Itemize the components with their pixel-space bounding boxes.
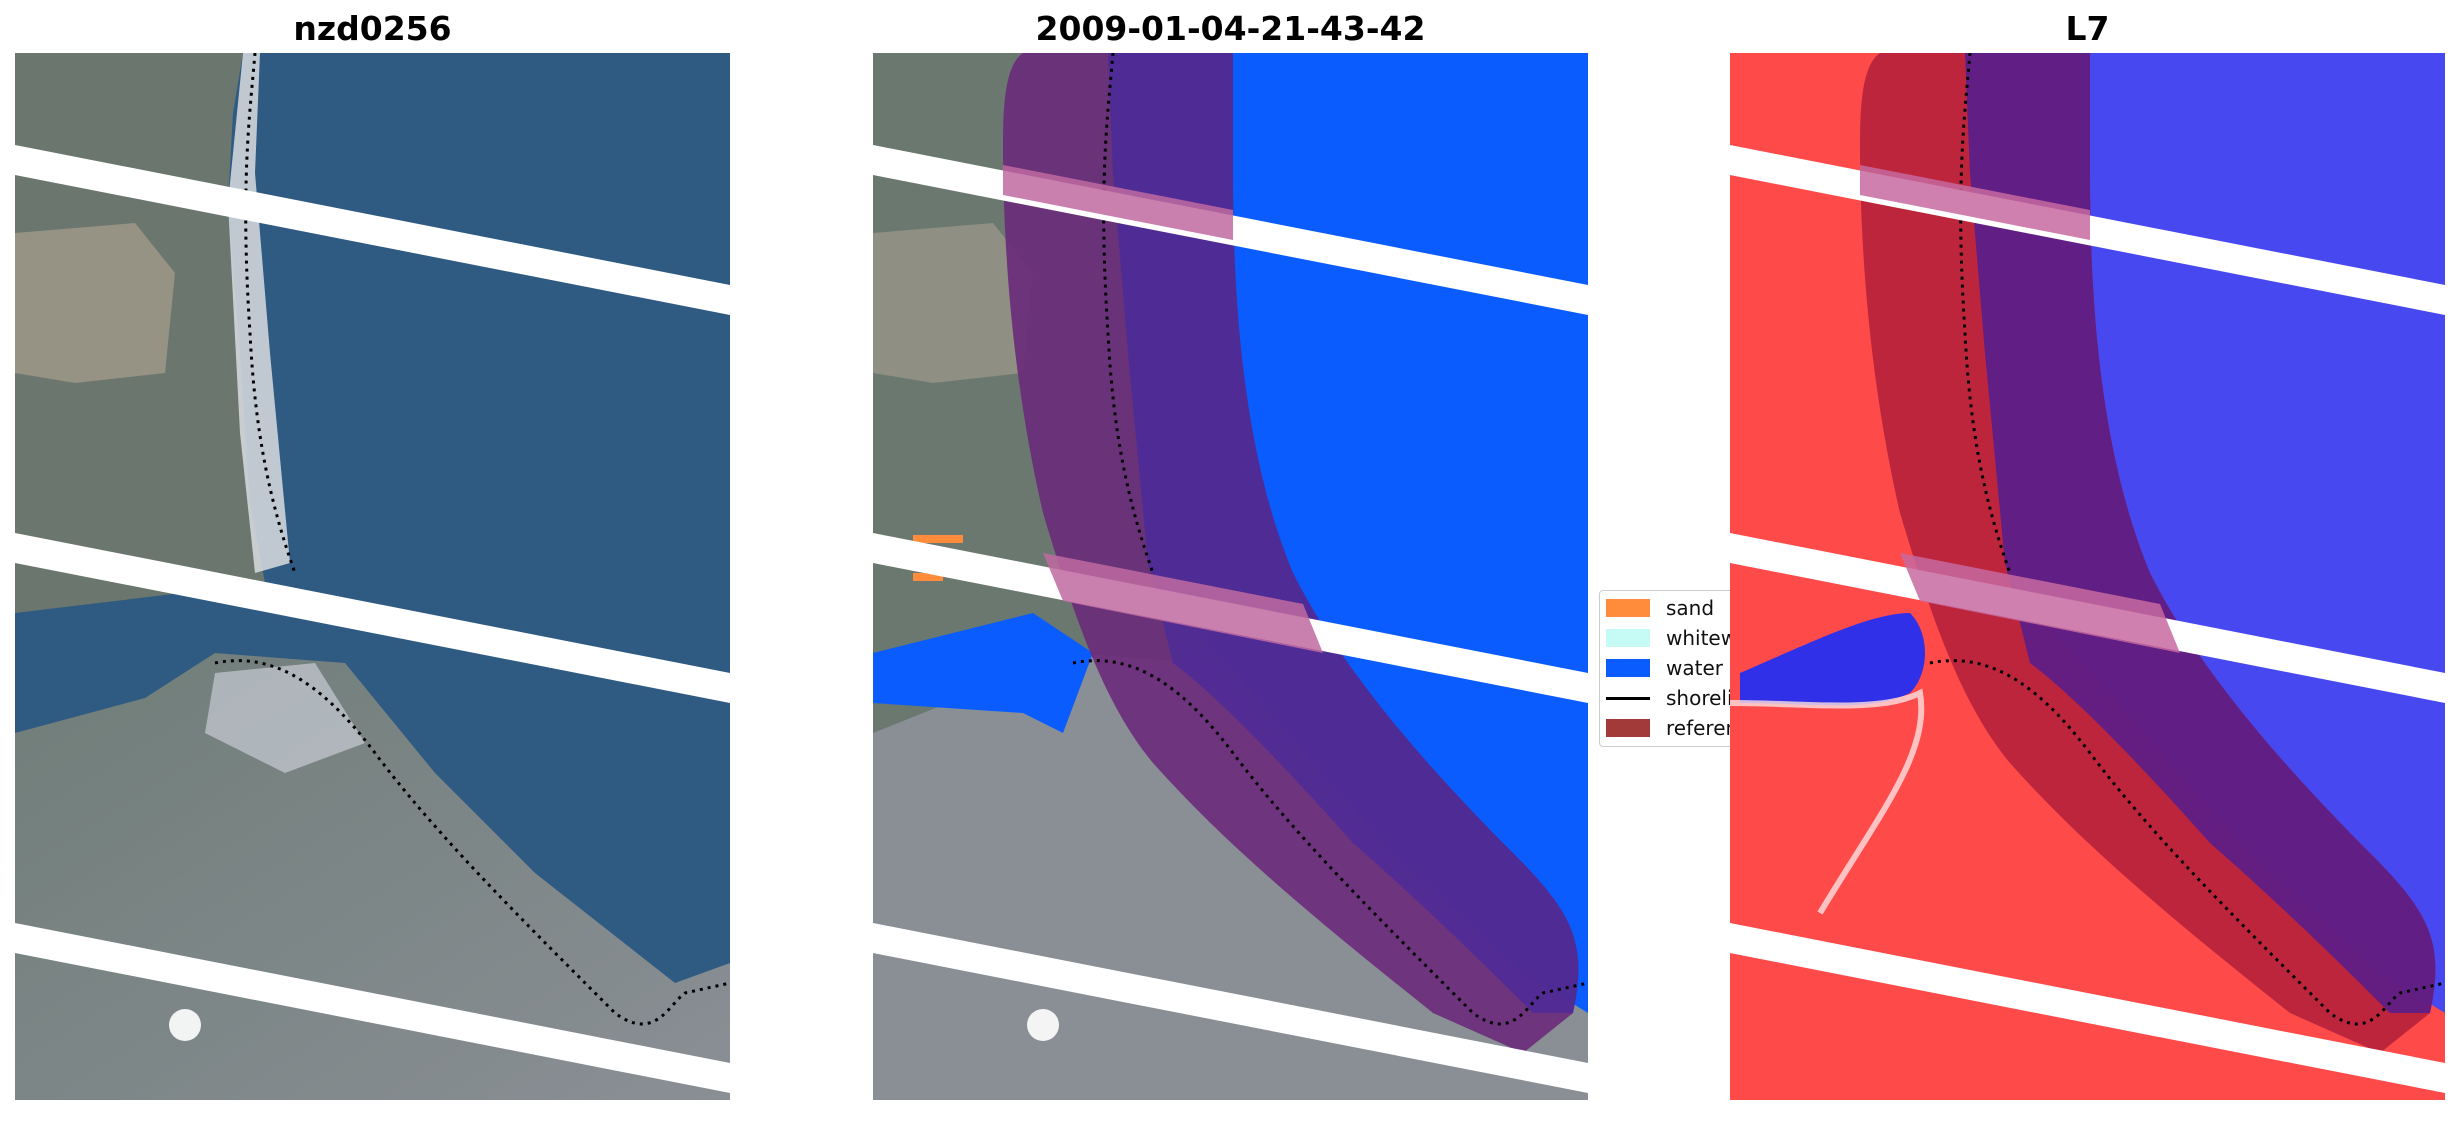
legend-label: reference [1666, 716, 1733, 740]
reference-over-stripe-1 [1003, 165, 1233, 240]
reference-over-water [1965, 53, 2436, 1013]
legend-item-water: water [1606, 656, 1723, 680]
classified-image [873, 53, 1588, 1100]
nodata-stripe-2 [15, 533, 730, 703]
nodata-stripe-3 [1730, 923, 2445, 1093]
legend-swatch-reference [1606, 719, 1650, 737]
reference-over-stripe-2 [1900, 553, 2180, 653]
reference-over-water [1108, 53, 1579, 1013]
legend-item-shoreline: shoreline [1606, 686, 1733, 710]
legend-item-reference: reference [1606, 716, 1733, 740]
index-image [1730, 53, 2445, 1100]
panel-title-index-image: L7 [2065, 9, 2110, 48]
legend-item-sand: sand [1606, 596, 1714, 620]
legend-swatch-water [1606, 659, 1650, 677]
shoreline-top [1102, 53, 1155, 574]
shoreline-bottom [1929, 659, 2445, 1026]
legend-label: sand [1666, 596, 1715, 620]
bright-spot [169, 1009, 201, 1041]
sand-class-pixels-2 [913, 573, 943, 581]
satellite-rgb-image [15, 53, 730, 1100]
index-graphic [1730, 53, 2445, 1100]
bright-channel [1730, 688, 1925, 915]
shoreline-bottom [214, 659, 730, 1026]
sand-class-pixels-1 [913, 535, 963, 543]
classified-graphic [873, 53, 1588, 1100]
sand-patch [873, 223, 1033, 383]
beach-patch [205, 663, 365, 773]
satellite-rgb-graphic [15, 53, 730, 1100]
legend-swatch-sand [1606, 599, 1650, 617]
land-area-bottom [15, 653, 730, 1100]
shoreline-top [244, 53, 297, 574]
nodata-stripe-3 [15, 923, 730, 1093]
shoreline-top [1959, 53, 2012, 574]
panel-title-classified-image: 2009-01-04-21-43-42 [1035, 9, 1426, 48]
legend-label: water [1666, 656, 1723, 680]
sand-spit [228, 53, 290, 573]
sand-patch [15, 223, 175, 383]
nodata-stripe-3 [873, 923, 1588, 1093]
reference-over-stripe-2 [1043, 553, 1323, 653]
legend-swatch-whitewater [1606, 629, 1650, 647]
shoreline-bottom [1072, 659, 1588, 1026]
reference-over-stripe-1 [1860, 165, 2090, 240]
water-class-lagoon [873, 613, 1093, 733]
panel-title-satellite-image: nzd0256 [293, 9, 452, 48]
negative-index-lagoon [1740, 613, 1925, 706]
legend-label: shoreline [1666, 686, 1733, 710]
bright-spot [1027, 1009, 1059, 1041]
nodata-stripe-1 [15, 145, 730, 315]
legend-line-shoreline [1606, 696, 1650, 700]
